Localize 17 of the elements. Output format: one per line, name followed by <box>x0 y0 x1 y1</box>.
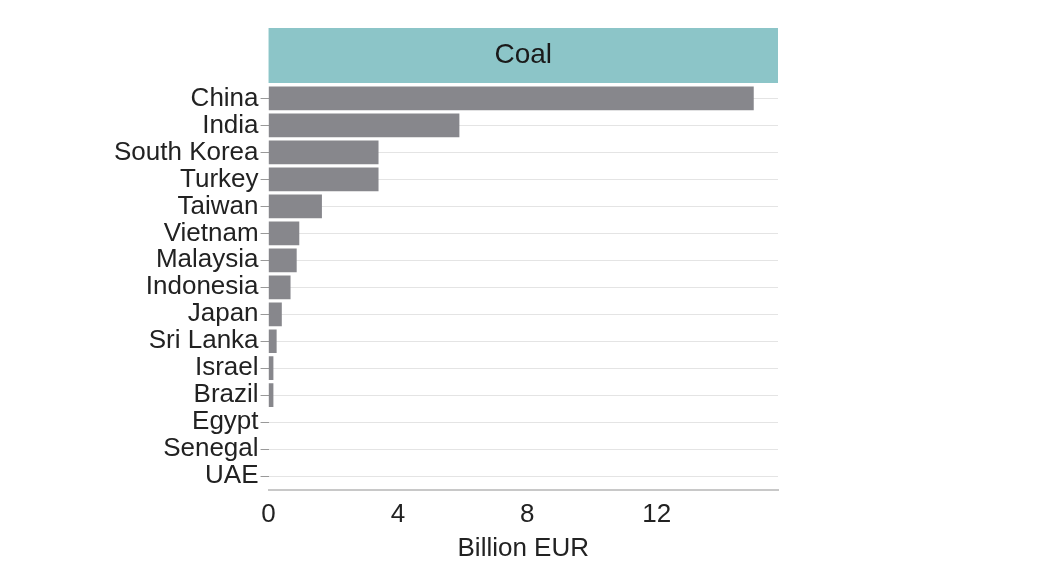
x-tick-label: 0 <box>261 498 276 529</box>
bar <box>268 167 379 192</box>
bar <box>268 140 379 165</box>
bar <box>268 86 754 111</box>
x-tick-label: 8 <box>520 498 535 529</box>
bar <box>268 221 300 246</box>
x-tick-label: 4 <box>390 498 406 529</box>
bar <box>268 302 282 327</box>
bar <box>268 275 291 300</box>
bar <box>268 248 297 273</box>
x-tick-label: 12 <box>642 498 672 529</box>
bar <box>268 329 277 354</box>
bar <box>268 194 322 219</box>
chart-title: Coal <box>494 38 553 70</box>
bar <box>268 113 460 138</box>
y-tick-label: Japan <box>187 297 259 328</box>
x-axis-title: Billion EUR <box>457 531 590 562</box>
